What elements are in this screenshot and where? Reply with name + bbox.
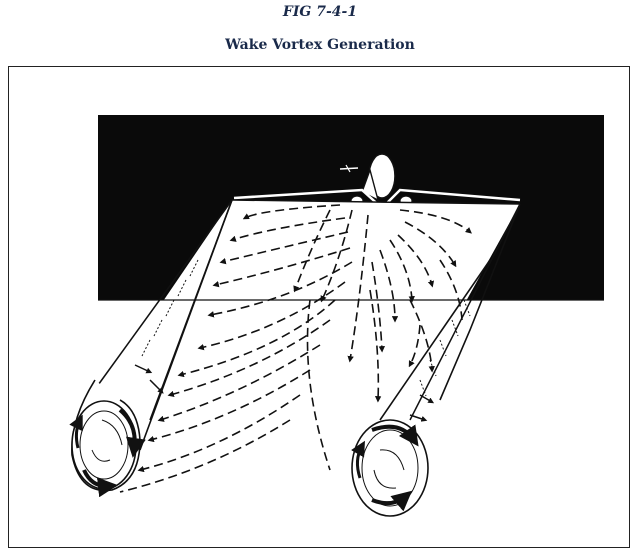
streamline [399, 209, 472, 234]
streamline [408, 324, 421, 368]
streamline [212, 247, 351, 288]
circular-arrow-icon [118, 408, 146, 458]
streamline [371, 261, 386, 353]
circular-arrow-icon [69, 414, 83, 449]
streamline [379, 249, 399, 323]
streamline [404, 221, 457, 268]
circular-arrow-icon [371, 490, 413, 512]
circular-arrow-icon [82, 469, 118, 498]
streamline [389, 239, 415, 303]
figure-frame [8, 66, 630, 548]
streamline [397, 234, 435, 288]
streamline [197, 281, 346, 351]
streamline [320, 209, 353, 303]
figure-title: Wake Vortex Generation [225, 37, 415, 53]
streamline [242, 204, 341, 220]
streamline [293, 209, 331, 293]
streamline [229, 217, 346, 242]
streamline [347, 214, 369, 363]
streamline [167, 319, 331, 398]
streamline [119, 419, 291, 493]
circular-arrow-icon [371, 424, 419, 447]
right-vortex-tube [351, 203, 521, 517]
streamline [147, 369, 311, 443]
tube-inflow-arrows [134, 364, 435, 422]
streamline [439, 259, 463, 321]
circular-arrow-icon [351, 440, 365, 479]
streamline [157, 344, 321, 422]
streamline [369, 289, 382, 403]
streamline [219, 231, 349, 265]
streamline [306, 299, 331, 471]
flow-streamlines [119, 204, 472, 493]
streamline [137, 394, 301, 473]
figure-label: FIG 7-4-1 [282, 4, 358, 20]
aircraft-front-view-icon [233, 153, 521, 210]
left-vortex-tube [69, 199, 233, 498]
streamline [409, 299, 435, 373]
streamline [177, 299, 336, 378]
streamline [207, 261, 353, 318]
